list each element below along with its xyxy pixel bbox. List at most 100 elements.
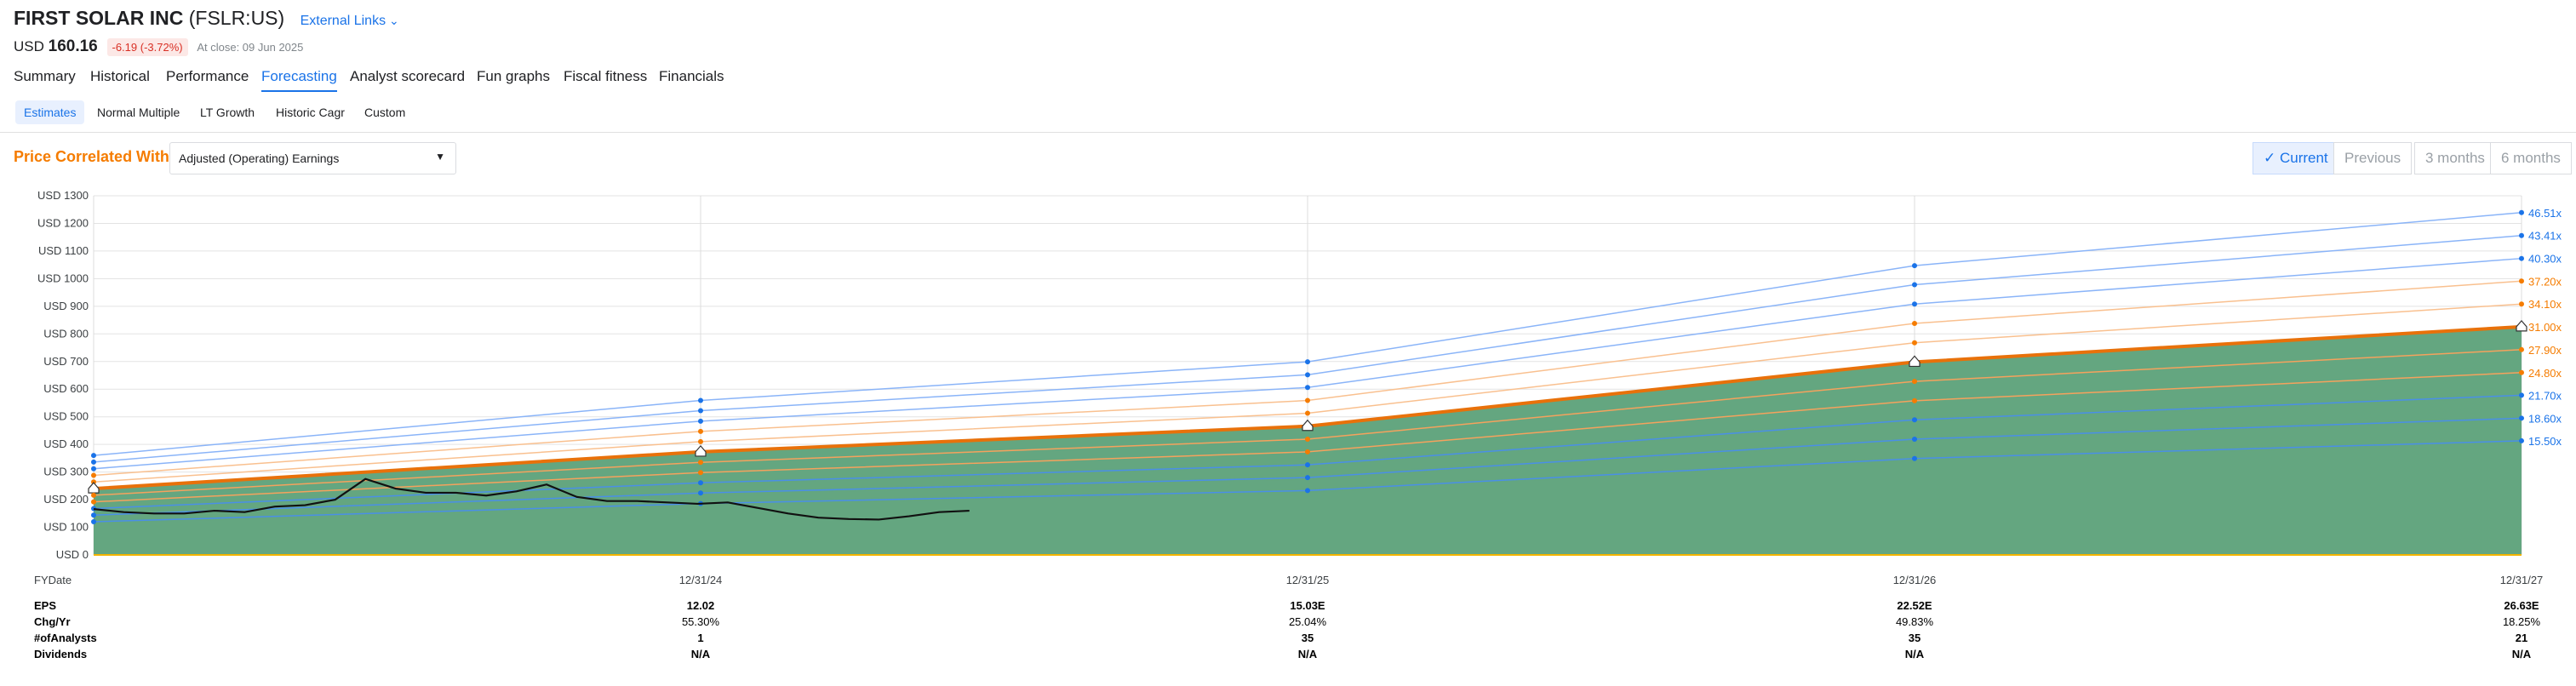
price-change: -6.19 (-3.72%): [106, 38, 188, 56]
point: [91, 459, 96, 465]
y-tick-label: USD 1100: [38, 244, 89, 257]
caret: ▼: [435, 151, 445, 163]
point: [2519, 369, 2524, 375]
point: [1305, 372, 1310, 378]
y-tick-label: USD 600: [43, 382, 89, 395]
subtab-active[interactable]: Estimates: [15, 100, 85, 124]
y-tick-label: USD 100: [43, 521, 89, 534]
subtab[interactable]: Custom: [364, 106, 406, 119]
multiple-line: [93, 372, 2522, 503]
tab[interactable]: Fun graphs: [477, 68, 550, 84]
series-label: 15.50x: [2528, 435, 2562, 448]
x-tick-label: 12/31/25: [1286, 574, 1330, 586]
subtab[interactable]: Historic Cagr: [276, 106, 345, 119]
point: [91, 492, 96, 498]
point: [2519, 415, 2524, 421]
company-title: FIRST SOLAR INC (FSLR:US) External Links…: [14, 7, 399, 30]
point: [91, 499, 96, 505]
cell: N/A: [1298, 648, 1318, 660]
multiple-line: [93, 212, 2522, 456]
cell: 12.02: [687, 599, 715, 612]
point: [91, 453, 96, 459]
series-label: 31.00x: [2528, 321, 2562, 334]
point: [698, 480, 703, 486]
multiple-line: [93, 234, 2522, 463]
period-label: Current: [2279, 150, 2328, 166]
y-tick-label: USD 1000: [37, 272, 89, 284]
tab-active[interactable]: Forecasting: [261, 68, 337, 92]
point: [1305, 475, 1310, 481]
subtab[interactable]: Normal Multiple: [97, 106, 180, 119]
period-button[interactable]: Previous: [2333, 142, 2413, 174]
x-tick-label: 12/31/26: [1893, 574, 1937, 586]
y-tick-label: USD 1200: [37, 216, 89, 229]
ticker: (FSLR:US): [188, 7, 285, 29]
period-button[interactable]: 6 months: [2490, 142, 2572, 174]
dropdown[interactable]: Adjusted (Operating) Earnings ▼: [169, 142, 456, 174]
point: [1912, 263, 1917, 269]
point: [2519, 346, 2524, 352]
tab[interactable]: Summary: [14, 68, 76, 84]
point: [1912, 340, 1917, 346]
tab[interactable]: Historical: [90, 68, 150, 84]
period-button[interactable]: 3 months: [2414, 142, 2496, 174]
tab[interactable]: Analyst scorecard: [350, 68, 466, 84]
multiple-line: [93, 303, 2522, 483]
price-line: [93, 477, 970, 521]
currency: USD: [14, 38, 44, 54]
multiple-line: [93, 280, 2522, 477]
cell: 49.83%: [1896, 615, 1934, 628]
close-date: At close: 09 Jun 2025: [197, 41, 304, 54]
row-label: #ofAnalysts: [34, 632, 97, 644]
series-label: 37.20x: [2528, 275, 2562, 288]
point: [698, 438, 703, 444]
tab[interactable]: Financials: [659, 68, 724, 84]
point: [2519, 232, 2524, 238]
multiple-line: [93, 324, 2522, 491]
cell: 26.63E: [2504, 599, 2539, 612]
y-tick-label: USD 400: [43, 437, 89, 450]
series-label: 46.51x: [2528, 207, 2562, 220]
point: [1912, 455, 1917, 461]
y-tick-label: USD 1300: [37, 189, 89, 202]
series-label: 24.80x: [2528, 367, 2562, 380]
point: [2519, 437, 2524, 443]
multiple-line: [93, 394, 2522, 510]
point: [698, 490, 703, 496]
row-label: Chg/Yr: [34, 615, 71, 628]
row-label: EPS: [34, 599, 56, 612]
table-header: FYDate: [34, 574, 72, 586]
cell: 55.30%: [682, 615, 720, 628]
tab[interactable]: Performance: [166, 68, 249, 84]
point: [1305, 359, 1310, 365]
point: [91, 519, 96, 525]
external-links[interactable]: External Links: [300, 14, 386, 28]
point: [91, 506, 96, 512]
y-tick-label: USD 500: [43, 410, 89, 423]
cell: N/A: [691, 648, 711, 660]
point: [2519, 209, 2524, 215]
point: [698, 428, 703, 434]
point: [2519, 392, 2524, 398]
cell: 15.03E: [1290, 599, 1325, 612]
point: [91, 512, 96, 518]
subtab[interactable]: LT Growth: [200, 106, 255, 119]
cell: 18.25%: [2503, 615, 2541, 628]
point: [1912, 397, 1917, 403]
company-name: FIRST SOLAR INC: [14, 7, 184, 29]
y-tick-label: USD 200: [43, 493, 89, 506]
quote: USD 160.16 -6.19 (-3.72%) At close: 09 J…: [14, 37, 303, 56]
cell: 25.04%: [1289, 615, 1327, 628]
point: [91, 466, 96, 472]
series-label: 34.10x: [2528, 298, 2562, 311]
point: [2519, 301, 2524, 307]
chevron: ⌄: [386, 14, 399, 27]
tab[interactable]: Fiscal fitness: [564, 68, 648, 84]
point: [1305, 385, 1310, 391]
multiple-line: [93, 417, 2522, 517]
area: [94, 326, 2522, 555]
period-button-active[interactable]: ✓ Current: [2253, 142, 2339, 174]
point: [1912, 436, 1917, 442]
cell: N/A: [2512, 648, 2532, 660]
point: [698, 500, 703, 506]
